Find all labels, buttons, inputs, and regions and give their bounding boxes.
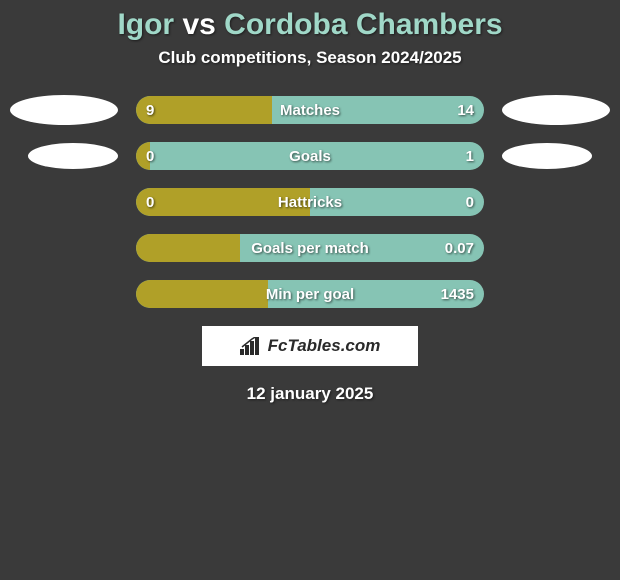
date-text: 12 january 2025 [0, 384, 620, 404]
chart-icon [240, 337, 262, 355]
title-player2: Cordoba Chambers [224, 8, 502, 41]
team-crest-left-2 [28, 143, 118, 169]
stat-row-gpm: Goals per match 0.07 [10, 234, 610, 262]
team-crest-right [502, 95, 610, 125]
bar-left-mpg [136, 280, 268, 308]
title-vs: vs [182, 8, 215, 41]
bar-hattricks: 0 Hattricks 0 [136, 188, 484, 216]
stat-row-goals: 0 Goals 1 [10, 142, 610, 170]
val-right-hattricks: 0 [466, 194, 474, 211]
stat-row-mpg: Min per goal 1435 [10, 280, 610, 308]
val-right-mpg: 1435 [441, 286, 474, 303]
team-crest-right-2 [502, 143, 592, 169]
stat-name-hattricks: Hattricks [278, 194, 342, 211]
bar-left-matches [136, 96, 272, 124]
bar-left-gpm [136, 234, 240, 262]
comparison-area: 9 Matches 14 0 Goals 1 0 Hattricks 0 [0, 96, 620, 308]
val-left-hattricks: 0 [146, 194, 154, 211]
stat-name-goals: Goals [289, 148, 331, 165]
team-crest-left [10, 95, 118, 125]
stat-name-mpg: Min per goal [266, 286, 354, 303]
subtitle: Club competitions, Season 2024/2025 [0, 48, 620, 68]
bar-mpg: Min per goal 1435 [136, 280, 484, 308]
title-player1: Igor [117, 8, 174, 41]
stat-row-hattricks: 0 Hattricks 0 [10, 188, 610, 216]
val-right-matches: 14 [457, 102, 474, 119]
stat-row-matches: 9 Matches 14 [10, 96, 610, 124]
logo-text: FcTables.com [268, 336, 381, 356]
val-left-goals: 0 [146, 148, 154, 165]
bar-gpm: Goals per match 0.07 [136, 234, 484, 262]
stat-name-gpm: Goals per match [251, 240, 369, 257]
fctables-logo: FcTables.com [202, 326, 418, 366]
bar-matches: 9 Matches 14 [136, 96, 484, 124]
val-right-gpm: 0.07 [445, 240, 474, 257]
val-left-matches: 9 [146, 102, 154, 119]
bar-goals: 0 Goals 1 [136, 142, 484, 170]
val-right-goals: 1 [466, 148, 474, 165]
page-title: Igor vs Cordoba Chambers [0, 0, 620, 42]
stat-name-matches: Matches [280, 102, 340, 119]
